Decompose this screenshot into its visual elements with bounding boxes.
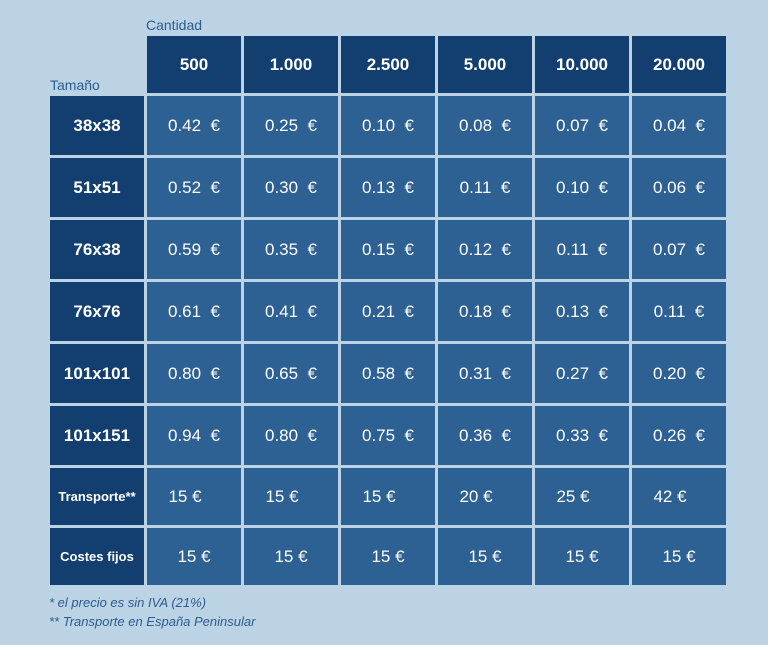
footnote-iva: * el precio es sin IVA (21%) xyxy=(49,595,207,610)
table-corner xyxy=(50,36,144,93)
price-cell: 0.11 € xyxy=(438,158,532,217)
column-header: 500 xyxy=(147,36,241,93)
price-cell: 0.52 € xyxy=(147,158,241,217)
price-cell: 0.36 € xyxy=(438,406,532,465)
price-cell: 20 € xyxy=(438,468,532,525)
price-cell: 0.31 € xyxy=(438,344,532,403)
price-cell: 0.41 € xyxy=(244,282,338,341)
header-row: 500 1.000 2.500 5.000 10.000 20.000 xyxy=(50,36,726,93)
price-cell: 0.58 € xyxy=(341,344,435,403)
column-header: 2.500 xyxy=(341,36,435,93)
price-cell: 15 € xyxy=(244,468,338,525)
price-cell: 0.80 € xyxy=(147,344,241,403)
price-cell: 0.06 € xyxy=(632,158,726,217)
table-row: Costes fijos 15 €15 €15 €15 €15 €15 € xyxy=(50,528,726,585)
column-header: 20.000 xyxy=(632,36,726,93)
price-cell: 25 € xyxy=(535,468,629,525)
row-header: Costes fijos xyxy=(50,528,144,585)
price-cell: 0.04 € xyxy=(632,96,726,155)
price-cell: 42 € xyxy=(632,468,726,525)
price-cell: 0.13 € xyxy=(535,282,629,341)
price-cell: 0.12 € xyxy=(438,220,532,279)
row-header: 38x38 xyxy=(50,96,144,155)
price-cell: 0.11 € xyxy=(535,220,629,279)
table-row: 76x38 0.59 €0.35 €0.15 €0.12 €0.11 €0.07 … xyxy=(50,220,726,279)
price-cell: 15 € xyxy=(244,528,338,585)
price-cell: 0.61 € xyxy=(147,282,241,341)
row-header: Transporte** xyxy=(50,468,144,525)
price-cell: 0.15 € xyxy=(341,220,435,279)
cantidad-label: Cantidad xyxy=(146,17,203,33)
table-row: 38x38 0.42 €0.25 €0.10 €0.08 €0.07 €0.04 … xyxy=(50,96,726,155)
table-body: 38x38 0.42 €0.25 €0.10 €0.08 €0.07 €0.04 … xyxy=(50,96,726,585)
price-cell: 15 € xyxy=(341,528,435,585)
row-header: 76x76 xyxy=(50,282,144,341)
table-row: 101x151 0.94 €0.80 €0.75 €0.36 €0.33 €0.2… xyxy=(50,406,726,465)
price-cell: 0.35 € xyxy=(244,220,338,279)
price-cell: 15 € xyxy=(341,468,435,525)
footnote-transporte: ** Transporte en España Peninsular xyxy=(49,614,256,629)
row-header: 76x38 xyxy=(50,220,144,279)
price-cell: 15 € xyxy=(632,528,726,585)
price-cell: 15 € xyxy=(147,528,241,585)
column-header: 5.000 xyxy=(438,36,532,93)
price-cell: 0.21 € xyxy=(341,282,435,341)
price-cell: 0.59 € xyxy=(147,220,241,279)
price-cell: 0.11 € xyxy=(632,282,726,341)
price-cell: 0.33 € xyxy=(535,406,629,465)
table-row: 76x76 0.61 €0.41 €0.21 €0.18 €0.13 €0.11 … xyxy=(50,282,726,341)
row-header: 101x101 xyxy=(50,344,144,403)
price-cell: 0.30 € xyxy=(244,158,338,217)
price-cell: 0.65 € xyxy=(244,344,338,403)
column-header: 1.000 xyxy=(244,36,338,93)
table-row: Transporte** 15 €15 €15 €20 €25 €42 € xyxy=(50,468,726,525)
price-cell: 0.07 € xyxy=(632,220,726,279)
price-cell: 0.80 € xyxy=(244,406,338,465)
price-cell: 0.26 € xyxy=(632,406,726,465)
price-cell: 0.13 € xyxy=(341,158,435,217)
price-cell: 0.18 € xyxy=(438,282,532,341)
tamano-label: Tamaño xyxy=(50,77,100,93)
price-cell: 0.08 € xyxy=(438,96,532,155)
price-cell: 15 € xyxy=(147,468,241,525)
price-cell: 0.20 € xyxy=(632,344,726,403)
price-cell: 0.25 € xyxy=(244,96,338,155)
footnotes: * el precio es sin IVA (21%) ** Transpor… xyxy=(49,593,255,631)
column-header: 10.000 xyxy=(535,36,629,93)
table-row: 51x51 0.52 €0.30 €0.13 €0.11 €0.10 €0.06 … xyxy=(50,158,726,217)
price-table: 500 1.000 2.500 5.000 10.000 20.000 38x3… xyxy=(47,33,729,588)
price-cell: 0.94 € xyxy=(147,406,241,465)
price-cell: 0.42 € xyxy=(147,96,241,155)
price-cell: 0.75 € xyxy=(341,406,435,465)
price-cell: 0.10 € xyxy=(535,158,629,217)
row-header: 51x51 xyxy=(50,158,144,217)
price-cell: 15 € xyxy=(535,528,629,585)
price-cell: 0.27 € xyxy=(535,344,629,403)
price-cell: 0.07 € xyxy=(535,96,629,155)
price-cell: 0.10 € xyxy=(341,96,435,155)
price-cell: 15 € xyxy=(438,528,532,585)
row-header: 101x151 xyxy=(50,406,144,465)
table-row: 101x101 0.80 €0.65 €0.58 €0.31 €0.27 €0.2… xyxy=(50,344,726,403)
